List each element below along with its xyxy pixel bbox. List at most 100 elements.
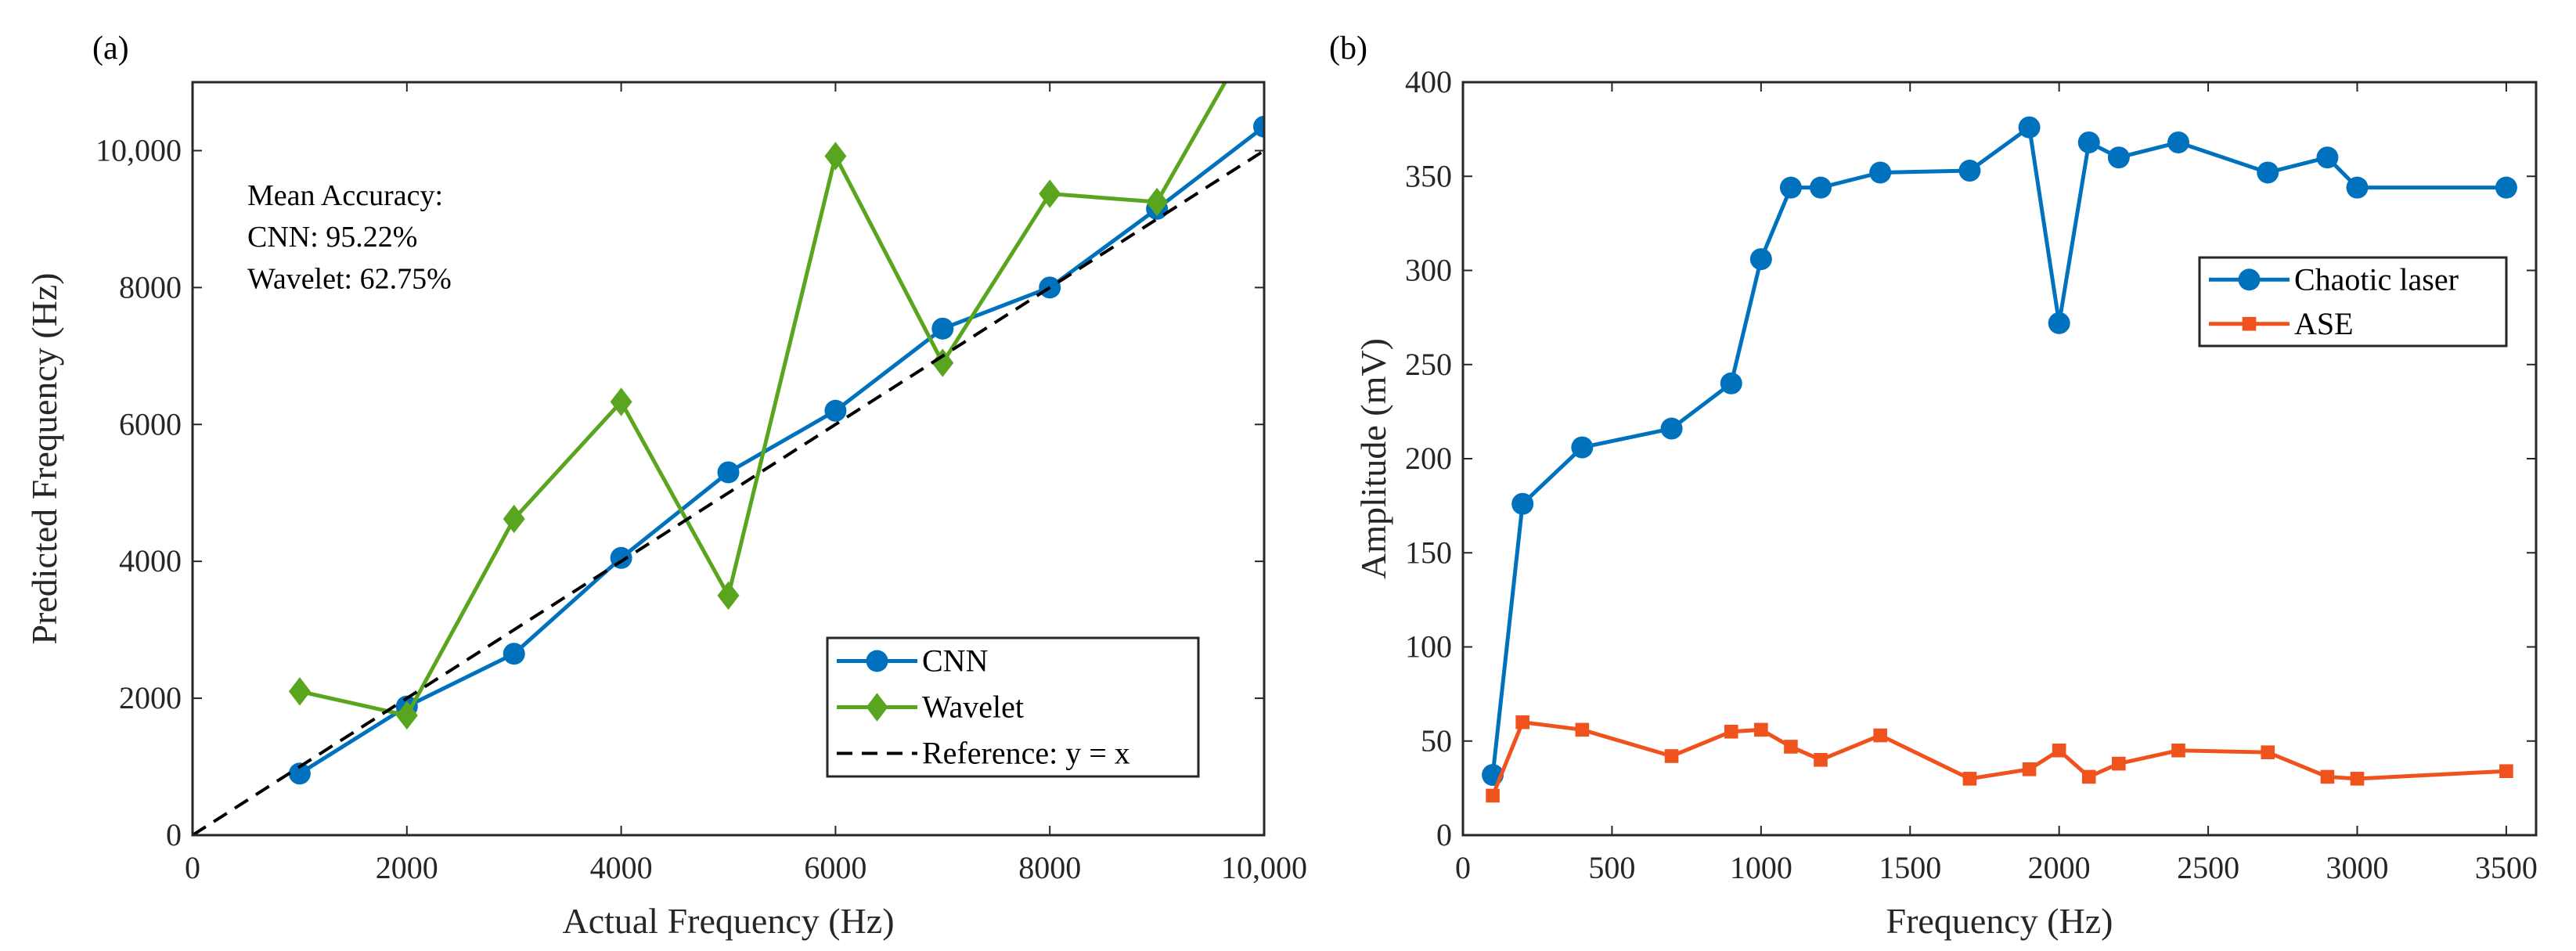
axes-box xyxy=(191,81,1266,837)
data-point-chaotic-laser xyxy=(2167,131,2189,153)
x-tick-label: 3500 xyxy=(2475,850,2538,885)
data-point-ase xyxy=(2171,743,2185,758)
data-point-chaotic-laser xyxy=(2077,131,2100,153)
data-point-chaotic-laser xyxy=(1511,492,1534,515)
legend-label-reference-y-x: Reference: y = x xyxy=(922,736,1130,771)
x-tick-label: 4000 xyxy=(590,850,653,885)
data-point-ase xyxy=(1486,788,1500,803)
data-point-cnn xyxy=(1253,115,1264,138)
x-axis-label: Frequency (Hz) xyxy=(1886,901,2113,941)
y-tick-label: 6000 xyxy=(119,406,182,441)
x-axis-label: Actual Frequency (Hz) xyxy=(562,901,894,941)
data-point-chaotic-laser xyxy=(2107,146,2130,169)
legend: CNN Wavelet Reference: y = x xyxy=(826,636,1200,778)
data-point-ase xyxy=(2320,769,2335,784)
data-point-ase xyxy=(2052,743,2066,758)
data-point-wavelet xyxy=(1253,0,1275,28)
data-point-wavelet xyxy=(1039,179,1061,208)
x-tick-label: 6000 xyxy=(804,850,866,885)
legend-label-wavelet: Wavelet xyxy=(922,690,1024,725)
series-line-wavelet xyxy=(299,82,1228,718)
data-point-ase xyxy=(2112,756,2126,771)
y-tick-label: 350 xyxy=(1405,158,1452,193)
data-point-ase xyxy=(1575,722,1590,737)
data-point-wavelet xyxy=(610,387,632,416)
data-point-ase xyxy=(2022,762,2037,776)
data-point-chaotic-laser xyxy=(2316,146,2339,169)
panel-label: (a) xyxy=(92,31,129,67)
data-point-chaotic-laser xyxy=(1660,417,1683,440)
y-tick-label: 250 xyxy=(1405,347,1452,382)
series-line-chaotic-laser xyxy=(1490,124,2506,776)
data-point-ase xyxy=(1962,772,1977,786)
data-point-cnn xyxy=(610,546,632,569)
data-point-chaotic-laser xyxy=(1779,176,1802,199)
annotation-text: Mean Accuracy: xyxy=(247,179,443,212)
legend-marker-chaotic-laser xyxy=(2238,268,2261,291)
data-point-ase xyxy=(2350,772,2365,786)
data-point-ase xyxy=(1664,749,1679,763)
data-point-ase xyxy=(1724,724,1738,739)
data-point-ase xyxy=(1873,728,1887,743)
data-point-cnn xyxy=(931,317,954,340)
data-point-chaotic-laser xyxy=(2048,312,2070,334)
data-point-cnn xyxy=(503,643,525,665)
data-point-chaotic-laser xyxy=(1749,248,1772,271)
data-point-ase xyxy=(1814,753,1828,767)
x-tick-label: 1500 xyxy=(1879,850,1941,885)
y-tick-label: 150 xyxy=(1405,535,1452,570)
axes-box xyxy=(1461,81,2538,837)
data-point-ase xyxy=(2499,764,2513,779)
plot-area xyxy=(1482,116,2517,803)
data-point-cnn xyxy=(288,762,311,785)
chart-b: (b) 0 500 1000 1500 2000 2500 3000 3500 0 50 100 150… xyxy=(1329,31,2538,941)
data-point-chaotic-laser xyxy=(2346,176,2369,199)
data-point-ase xyxy=(2261,745,2275,759)
y-tick-label: 4000 xyxy=(119,543,182,578)
y-tick-label: 10,000 xyxy=(95,132,182,168)
data-point-cnn xyxy=(717,461,740,484)
legend-label-cnn: CNN xyxy=(922,643,988,679)
data-point-chaotic-laser xyxy=(1958,160,1981,182)
data-point-ase xyxy=(1754,722,1768,737)
y-tick-label: 2000 xyxy=(119,680,182,715)
legend-marker-cnn xyxy=(866,650,888,672)
y-tick-label: 0 xyxy=(1436,817,1452,852)
x-tick-label: 0 xyxy=(1455,850,1471,885)
x-tick-label: 1000 xyxy=(1730,850,1792,885)
x-tick-label: 10,000 xyxy=(1221,850,1307,885)
plot-area xyxy=(193,0,1275,835)
data-point-ase xyxy=(2081,769,2096,784)
x-tick-label: 0 xyxy=(185,850,200,885)
data-point-wavelet xyxy=(931,348,954,377)
data-point-chaotic-laser xyxy=(1720,372,1742,394)
y-axis-label: Amplitude (mV) xyxy=(1353,338,1393,579)
x-tick-label: 3000 xyxy=(2326,850,2389,885)
data-point-wavelet xyxy=(1146,187,1169,217)
y-tick-label: 8000 xyxy=(119,269,182,304)
data-point-wavelet xyxy=(717,581,740,611)
data-point-wavelet xyxy=(824,142,847,171)
data-point-chaotic-laser xyxy=(2018,116,2041,139)
y-tick-label: 0 xyxy=(166,817,182,852)
x-tick-label: 500 xyxy=(1588,850,1635,885)
legend-marker-wavelet xyxy=(866,693,888,722)
y-axis-label: Predicted Frequency (Hz) xyxy=(24,272,64,644)
legend-label-ase: ASE xyxy=(2294,306,2354,341)
data-point-ase xyxy=(1515,715,1529,729)
panel-label: (b) xyxy=(1329,31,1367,67)
y-tick-label: 400 xyxy=(1405,64,1452,99)
data-point-chaotic-laser xyxy=(1810,176,1832,199)
legend-label-chaotic-laser: Chaotic laser xyxy=(2294,261,2459,297)
data-point-ase xyxy=(1784,740,1798,754)
y-tick-label: 50 xyxy=(1421,723,1452,758)
chart-a: (a) 0 2000 4000 6000 8000 10,000 0 2000 4000 6000 8… xyxy=(24,0,1307,941)
y-tick-label: 200 xyxy=(1405,441,1452,476)
data-point-chaotic-laser xyxy=(2257,161,2279,184)
x-tick-label: 2000 xyxy=(376,850,438,885)
data-point-chaotic-laser xyxy=(1869,161,1892,184)
y-tick-label: 100 xyxy=(1405,629,1452,665)
annotation-text: CNN: 95.22% xyxy=(247,221,417,254)
data-point-cnn xyxy=(824,399,847,422)
